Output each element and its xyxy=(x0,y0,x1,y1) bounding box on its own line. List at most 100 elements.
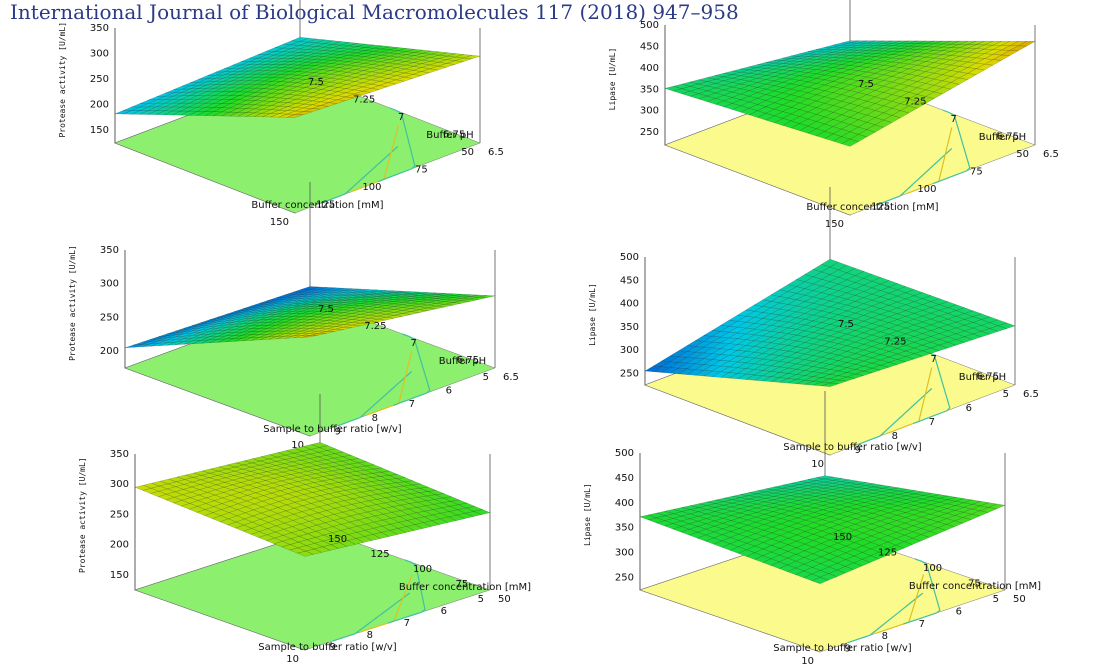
x-tick-label: 50 xyxy=(1016,149,1029,160)
z-tick-label: 200 xyxy=(100,346,119,357)
y-tick-label: 7.5 xyxy=(318,304,334,315)
z-tick-label: 200 xyxy=(110,540,129,551)
x-tick-label: 7 xyxy=(919,619,925,630)
x-tick-label: 8 xyxy=(372,413,378,424)
surface-panel-6: 250 300 350 400 450 500 Lipase [U/mL] 10 9 8 7 6 5 50… xyxy=(583,391,1041,667)
surface-cell xyxy=(896,286,915,293)
floor-contour-line xyxy=(857,388,933,446)
z-tick-label: 400 xyxy=(640,63,659,74)
z-tick-label: 300 xyxy=(620,345,639,356)
x-tick-label: 6 xyxy=(441,606,447,617)
surface-cell xyxy=(987,503,1006,510)
surface-cell xyxy=(821,258,839,268)
x-tick-label: 6 xyxy=(956,606,962,617)
surface-cell xyxy=(849,480,866,485)
x-tick-label: 9 xyxy=(855,445,861,456)
y-tick-label: 6.5 xyxy=(1043,149,1059,160)
y-tick-label: 7.25 xyxy=(904,97,926,108)
journal-header: International Journal of Biological Macr… xyxy=(10,0,739,24)
y-tick-label: 6.5 xyxy=(488,147,504,158)
z-tick-label: 150 xyxy=(110,570,129,581)
y-tick-label: 100 xyxy=(923,563,942,574)
y-tick-label: 75 xyxy=(456,579,469,590)
y-tick-label: 125 xyxy=(878,548,897,559)
y-tick-label: 6.75 xyxy=(443,130,465,141)
z-tick-label: 500 xyxy=(640,20,659,31)
y-tick-label: 6.5 xyxy=(503,372,519,383)
x-tick-label: 7 xyxy=(929,417,935,428)
z-axis-label: Protease activity [U/mL] xyxy=(58,22,67,138)
y-tick-label: 150 xyxy=(833,532,852,543)
floor-contour-line xyxy=(903,558,941,625)
surface-cell xyxy=(883,40,901,44)
y-tick-label: 7.25 xyxy=(353,95,375,106)
x-tick-label: 150 xyxy=(825,219,844,230)
surface-cell xyxy=(816,475,834,480)
surface-panel-4: 250 300 350 400 450 500 Lipase [U/mL] 10 9 8 7 6 5 6.… xyxy=(588,187,1039,470)
x-tick-label: 10 xyxy=(811,459,824,470)
y-tick-label: 6.75 xyxy=(997,132,1019,143)
z-tick-label: 250 xyxy=(100,312,119,323)
z-tick-label: 250 xyxy=(615,573,634,584)
x-tick-label: 75 xyxy=(970,167,983,178)
z-tick-label: 250 xyxy=(110,509,129,520)
surface-cell xyxy=(356,43,374,48)
y-axis-label: Buffer concentration [mM] xyxy=(399,582,531,593)
z-tick-label: 500 xyxy=(620,252,639,263)
surface-cell xyxy=(841,40,859,44)
x-tick-label: 8 xyxy=(367,630,373,641)
z-tick-label: 450 xyxy=(620,275,639,286)
floor-contour-line xyxy=(322,146,399,204)
surface-cell xyxy=(419,486,437,492)
x-axis-label: Sample to buffer ratio [w/v] xyxy=(263,424,402,435)
floor-contour-line xyxy=(388,559,426,624)
z-axis-label: Protease activity [U/mL] xyxy=(68,245,77,361)
x-tick-label: 100 xyxy=(362,182,381,193)
contour-floor xyxy=(134,529,491,651)
y-tick-label: 125 xyxy=(371,549,390,560)
z-tick-label: 350 xyxy=(90,23,109,34)
x-tick-label: 100 xyxy=(917,184,936,195)
x-axis-label: Sample to buffer ratio [w/v] xyxy=(258,642,397,653)
y-tick-label: 7.25 xyxy=(884,337,906,348)
floor-contour-line xyxy=(350,125,400,193)
x-tick-label: 150 xyxy=(270,217,289,228)
y-tick-label: 6.75 xyxy=(457,355,479,366)
z-tick-label: 150 xyxy=(90,125,109,136)
y-tick-label: 7.25 xyxy=(364,321,386,332)
y-tick-label: 75 xyxy=(968,579,981,590)
z-tick-label: 450 xyxy=(615,473,634,484)
x-axis-label: Buffer concentration [mM] xyxy=(251,200,383,211)
y-tick-label: 7.5 xyxy=(308,77,324,88)
x-tick-label: 7 xyxy=(409,399,415,410)
surface-cell xyxy=(318,445,337,451)
y-tick-label: 50 xyxy=(498,594,511,605)
surface-cell xyxy=(879,280,898,288)
z-tick-label: 400 xyxy=(620,299,639,310)
surface-cell xyxy=(955,498,973,503)
floor-contour-line xyxy=(365,350,413,417)
x-tick-label: 5 xyxy=(483,372,489,383)
x-axis-label: Sample to buffer ratio [w/v] xyxy=(783,442,922,453)
z-tick-label: 250 xyxy=(640,127,659,138)
z-axis-label: Lipase [U/mL] xyxy=(583,483,592,546)
floor-contour-line xyxy=(905,127,953,195)
z-tick-label: 300 xyxy=(615,548,634,559)
surface-cell xyxy=(849,40,867,44)
y-tick-label: 7 xyxy=(411,338,417,349)
y-tick-label: 6.5 xyxy=(1023,389,1039,400)
floor-contour-line xyxy=(885,367,933,435)
surface-cell xyxy=(291,37,309,42)
y-tick-label: 7 xyxy=(951,114,957,125)
floor-contour-line xyxy=(933,109,971,185)
floor-contour-line xyxy=(332,592,411,642)
surface-cell xyxy=(930,298,949,305)
z-axis-label: Lipase [U/mL] xyxy=(588,283,597,346)
x-tick-label: 9 xyxy=(845,644,851,655)
x-tick-label: 9 xyxy=(330,642,336,653)
z-tick-label: 300 xyxy=(640,106,659,117)
surface-cell xyxy=(318,287,336,291)
z-tick-label: 400 xyxy=(615,498,634,509)
x-tick-label: 10 xyxy=(291,440,304,451)
z-tick-label: 350 xyxy=(110,449,129,460)
